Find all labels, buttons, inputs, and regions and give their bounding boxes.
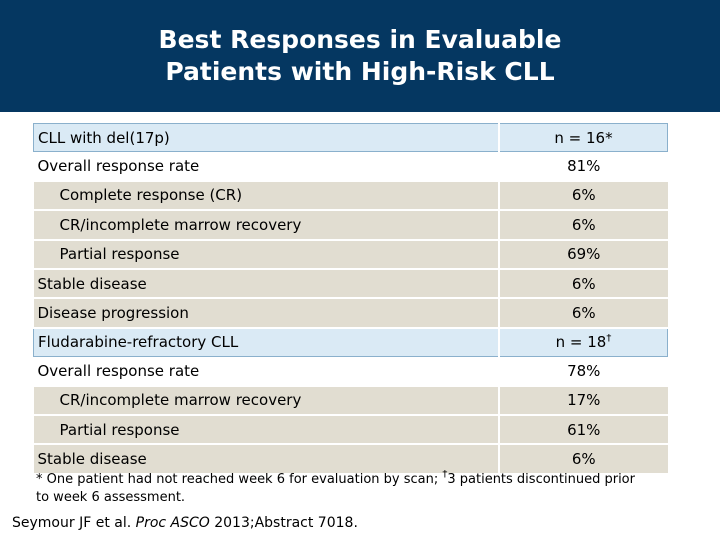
table-row: Overall response rate 81% xyxy=(33,151,668,182)
citation: Seymour JF et al. Proc ASCO 2013;Abstrac… xyxy=(12,515,358,531)
table-row: CLL with del(17p) n = 16* xyxy=(33,122,668,153)
row-label: Disease progression xyxy=(33,298,499,329)
table-row: CR/incomplete marrow recovery 6% xyxy=(33,210,668,241)
table-row: Partial response 61% xyxy=(33,414,668,446)
table-row: Stable disease 6% xyxy=(33,268,668,300)
table-row: Overall response rate 78% xyxy=(33,356,668,387)
title-line-1: Best Responses in Evaluable xyxy=(158,25,562,54)
row-value: 81% xyxy=(498,151,668,182)
row-label: Stable disease xyxy=(33,268,499,300)
row-label: Stable disease xyxy=(33,444,499,475)
row-value: 6% xyxy=(498,298,668,329)
citation-authors: Seymour JF et al. xyxy=(12,515,136,531)
slide-title: Best Responses in Evaluable Patients wit… xyxy=(0,24,720,88)
footnote: * One patient had not reached week 6 for… xyxy=(36,466,636,507)
table-row: Stable disease 6% xyxy=(33,444,668,475)
row-label: Overall response rate xyxy=(33,151,499,182)
row-value: 78% xyxy=(498,356,668,387)
dagger-mark: † xyxy=(606,333,612,345)
title-line-2: Patients with High-Risk CLL xyxy=(165,57,555,86)
table-row: Fludarabine-refractory CLL n = 18† xyxy=(33,327,668,358)
row-value-text: n = 18 xyxy=(555,333,607,352)
row-label: Partial response xyxy=(33,239,499,270)
row-label: Partial response xyxy=(33,414,499,446)
row-label: CR/incomplete marrow recovery xyxy=(33,385,499,416)
title-banner: Best Responses in Evaluable Patients wit… xyxy=(0,0,720,112)
footnote-dagger: † xyxy=(442,469,448,480)
row-value: 61% xyxy=(498,414,668,446)
responses-table: CLL with del(17p) n = 16* Overall respon… xyxy=(33,122,668,475)
citation-journal: Proc ASCO xyxy=(135,515,210,531)
row-value: 69% xyxy=(498,239,668,270)
table-row: Partial response 69% xyxy=(33,239,668,270)
row-label: Overall response rate xyxy=(33,356,499,387)
row-value: n = 18† xyxy=(498,327,668,358)
row-label: Fludarabine-refractory CLL xyxy=(33,327,499,358)
row-value: 6% xyxy=(498,268,668,300)
row-value: 17% xyxy=(498,385,668,416)
row-value: 6% xyxy=(498,210,668,241)
footnote-text-1: * One patient had not reached week 6 for… xyxy=(36,472,443,487)
row-value: n = 16* xyxy=(498,122,668,153)
table-row: CR/incomplete marrow recovery 17% xyxy=(33,385,668,416)
table-row: Disease progression 6% xyxy=(33,298,668,329)
row-value: 6% xyxy=(498,180,668,212)
footnote-text-2: 3 patients discontinued prior to week 6 … xyxy=(36,472,635,505)
citation-rest: 2013;Abstract 7018. xyxy=(209,515,358,531)
row-value: 6% xyxy=(498,444,668,475)
row-label: CLL with del(17p) xyxy=(33,122,499,153)
row-label: CR/incomplete marrow recovery xyxy=(33,210,499,241)
row-label: Complete response (CR) xyxy=(33,180,499,212)
table-row: Complete response (CR) 6% xyxy=(33,180,668,212)
